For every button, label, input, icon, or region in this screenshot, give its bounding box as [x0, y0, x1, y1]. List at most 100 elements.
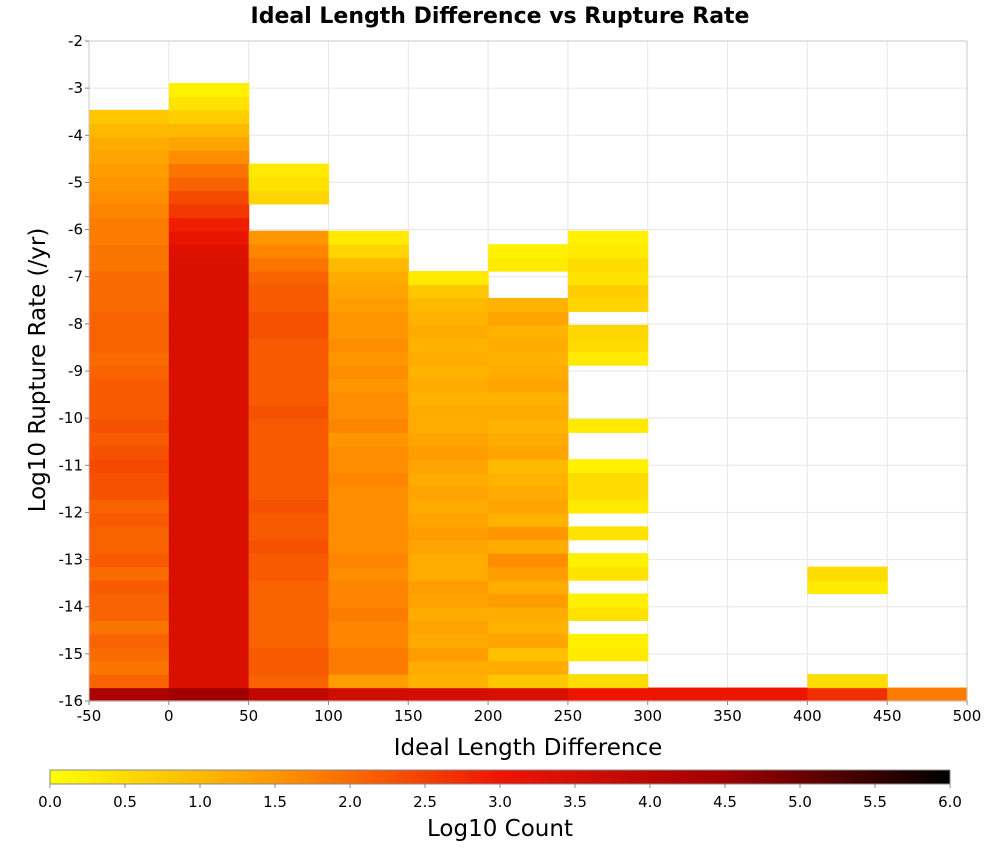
heatmap-cell-2-27 — [248, 324, 330, 339]
heatmap-cell-1-38 — [168, 177, 250, 192]
x-tick-label-9: 400 — [793, 707, 822, 725]
heatmap-cell-5-3 — [488, 647, 569, 662]
heatmap-cell-5-14 — [488, 499, 569, 514]
heatmap-cell-4-28 — [408, 311, 489, 326]
heatmap-cell-4-3 — [408, 647, 489, 662]
heatmap-cell-0-36 — [89, 203, 170, 218]
heatmap-cell-1-12 — [168, 526, 250, 541]
heatmap-cell-5-11 — [488, 539, 569, 554]
heatmap-cell-1-27 — [168, 324, 250, 339]
heatmap-cell-5-29 — [488, 297, 569, 312]
heatmap-cell-8-0 — [727, 687, 808, 702]
heatmap-cell-5-2 — [488, 660, 569, 675]
heatmap-cell-2-34 — [248, 230, 330, 245]
heatmap-cell-2-1 — [248, 674, 330, 689]
heatmap-cell-1-24 — [168, 365, 250, 380]
heatmap-cell-5-16 — [488, 472, 569, 487]
colorbar-tick-label-3: 1.5 — [263, 793, 287, 811]
heatmap-cell-0-0 — [89, 687, 170, 702]
heatmap-cell-5-1 — [488, 674, 569, 689]
heatmap-cell-3-33 — [328, 244, 409, 259]
heatmap-cell-6-30 — [567, 284, 649, 299]
heatmap-cell-3-2 — [328, 660, 409, 675]
heatmap-cell-5-15 — [488, 486, 569, 501]
heatmap-cell-5-25 — [488, 351, 569, 366]
heatmap-cell-1-44 — [168, 96, 250, 111]
heatmap-cell-2-22 — [248, 391, 330, 407]
heatmap-cell-5-22 — [488, 391, 569, 407]
heatmap-cell-3-23 — [328, 378, 409, 393]
heatmap-cell-1-39 — [168, 163, 250, 178]
heatmap-cell-3-27 — [328, 324, 409, 339]
heatmap-cell-1-33 — [168, 244, 250, 259]
heatmap-cell-4-6 — [408, 606, 489, 621]
heatmap-cell-1-8 — [168, 580, 250, 595]
heatmap-cell-4-19 — [408, 432, 489, 447]
heatmap-cell-3-18 — [328, 445, 409, 460]
heatmap-cell-0-32 — [89, 257, 170, 272]
heatmap-cell-4-4 — [408, 633, 489, 648]
heatmap-cell-1-23 — [168, 378, 250, 393]
heatmap-cell-5-24 — [488, 365, 569, 380]
y-tick-label-13: -15 — [59, 645, 84, 663]
heatmap-cell-4-25 — [408, 351, 489, 366]
heatmap-cell-5-0 — [488, 687, 569, 702]
y-tick-label-2: -4 — [68, 126, 83, 144]
heatmap-cell-4-10 — [408, 553, 489, 568]
heatmap-cell-5-20 — [488, 418, 569, 433]
heatmap-cell-0-37 — [89, 190, 170, 205]
heatmap-cell-3-4 — [328, 633, 409, 648]
heatmap-cell-4-29 — [408, 297, 489, 312]
heatmap-cell-0-15 — [89, 486, 170, 501]
heatmap-cell-2-38 — [248, 177, 330, 192]
heatmap-cell-0-30 — [89, 284, 170, 299]
x-tick-label-8: 350 — [713, 707, 742, 725]
heatmap-cell-0-19 — [89, 432, 170, 447]
heatmap-cell-2-10 — [248, 553, 330, 568]
heatmap-cell-4-14 — [408, 499, 489, 514]
heatmap-cell-1-16 — [168, 472, 250, 487]
heatmap-cell-3-8 — [328, 580, 409, 595]
heatmap-cell-1-19 — [168, 432, 250, 447]
heatmap-cell-0-31 — [89, 271, 170, 286]
heatmap-cell-2-14 — [248, 499, 330, 514]
heatmap-cell-1-45 — [168, 82, 250, 97]
heatmap-cell-1-30 — [168, 284, 250, 299]
heatmap-cell-3-19 — [328, 432, 409, 447]
heatmap-cell-1-7 — [168, 593, 250, 608]
heatmap-cell-0-24 — [89, 365, 170, 380]
heatmap-cell-4-0 — [408, 687, 489, 702]
colorbar-tick-label-7: 3.5 — [563, 793, 587, 811]
heatmap-cell-3-25 — [328, 351, 409, 366]
heatmap-cell-2-16 — [248, 472, 330, 487]
heatmap-cell-2-37 — [248, 190, 330, 205]
heatmap-cell-1-36 — [168, 203, 250, 218]
heatmap-cell-5-7 — [488, 593, 569, 608]
heatmap-cell-0-3 — [89, 647, 170, 662]
heatmap-cell-9-9 — [807, 566, 888, 581]
heatmap-cell-2-5 — [248, 620, 330, 635]
heatmap-cell-6-32 — [567, 257, 649, 272]
heatmap-cell-1-31 — [168, 271, 250, 286]
heatmap-cell-2-13 — [248, 512, 330, 527]
heatmap-cell-2-8 — [248, 580, 330, 595]
heatmap-cell-4-18 — [408, 445, 489, 460]
heatmap-cell-3-14 — [328, 499, 409, 514]
heatmap-cell-0-17 — [89, 459, 170, 474]
colorbar-tick-label-0: 0.0 — [38, 793, 62, 811]
heatmap-cell-0-4 — [89, 633, 170, 648]
heatmap-cell-5-9 — [488, 566, 569, 581]
heatmap-cell-1-40 — [168, 150, 250, 165]
heatmap-cell-2-9 — [248, 566, 330, 581]
heatmap-cell-0-6 — [89, 606, 170, 621]
heatmap-cell-4-2 — [408, 660, 489, 675]
heatmap-cell-1-21 — [168, 405, 250, 420]
x-tick-label-6: 250 — [554, 707, 583, 725]
heatmap-cell-1-43 — [168, 109, 250, 124]
heatmap-cell-5-19 — [488, 432, 569, 447]
heatmap-cell-4-31 — [408, 271, 489, 286]
colorbar-tick-label-6: 3.0 — [488, 793, 512, 811]
heatmap-cell-6-25 — [567, 351, 649, 366]
heatmap-cell-6-9 — [567, 566, 649, 581]
heatmap-cell-1-42 — [168, 123, 250, 138]
